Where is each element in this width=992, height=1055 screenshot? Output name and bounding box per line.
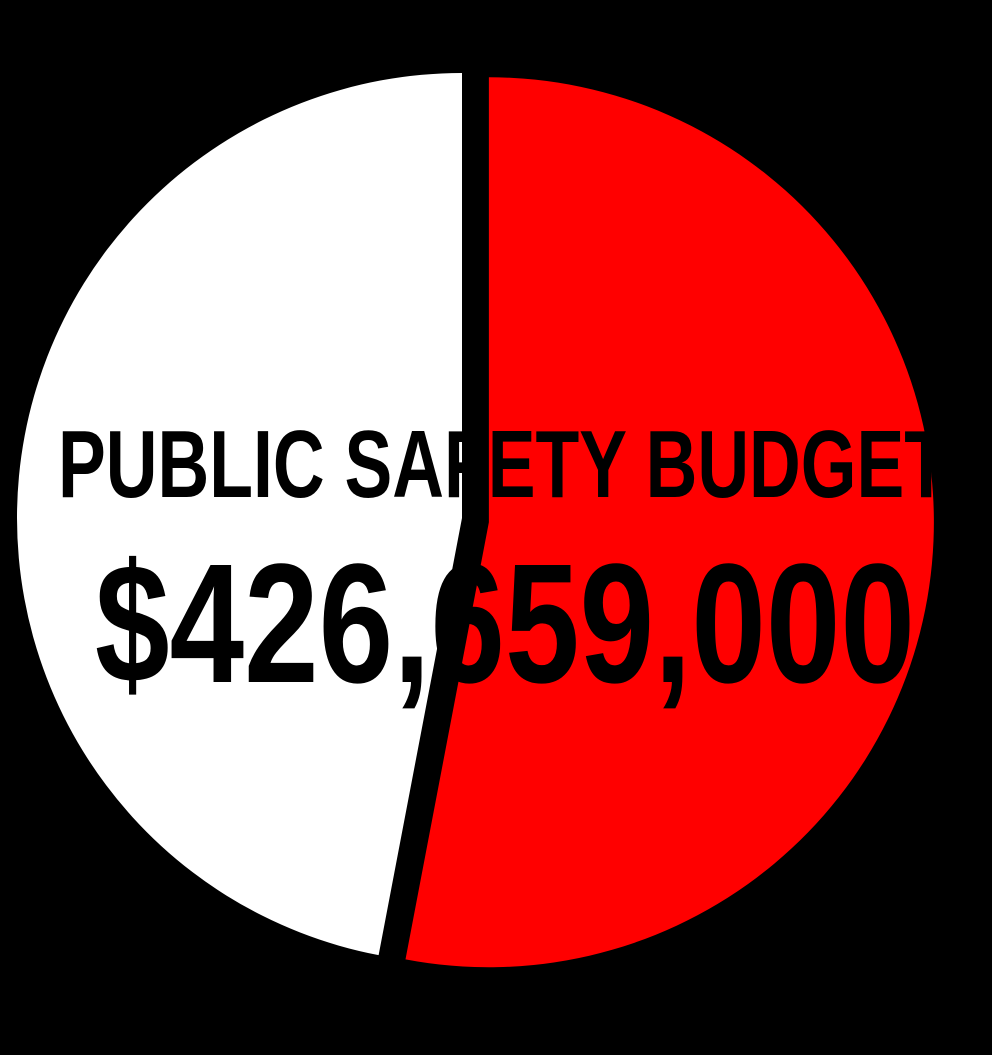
budget-amount: $426,659,000 (95, 529, 915, 719)
pie-slice-2 (16, 73, 463, 956)
chart-title: PUBLIC SAFETY BUDGET (58, 411, 948, 518)
pie-slice-1 (405, 77, 934, 968)
pie-slices (16, 73, 934, 968)
